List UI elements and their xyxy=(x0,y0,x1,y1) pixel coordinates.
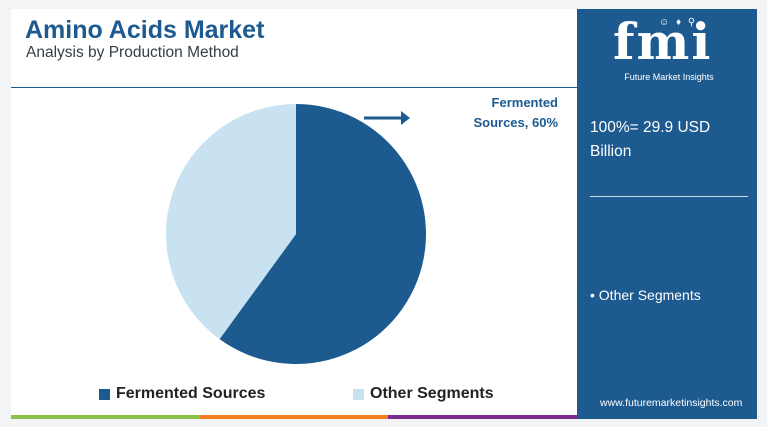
pie-callout-label: Fermented Sources, 60% xyxy=(473,95,558,130)
chart-subtitle: Analysis by Production Method xyxy=(26,44,239,61)
website-link[interactable]: www.futuremarketinsights.com xyxy=(600,397,743,409)
pie-slices xyxy=(165,104,426,364)
bottom-bar-purple xyxy=(388,415,578,419)
bottom-bar-orange xyxy=(199,415,389,419)
sidebar-segment-note: • Other Segments xyxy=(590,287,701,303)
pie-chart xyxy=(165,104,426,364)
bottom-bar-green xyxy=(11,415,200,419)
callout-arrow xyxy=(364,111,410,125)
logo-letters: fmi xyxy=(613,12,713,71)
pie-slice-fermented-sources xyxy=(219,104,426,364)
chart-title: Amino Acids Market xyxy=(25,16,265,44)
market-total: 100%= 29.9 USD Billion xyxy=(590,119,711,160)
sidebar-divider xyxy=(590,196,748,197)
logo-icons: ☺ ♦ ⚲ xyxy=(659,17,698,28)
legend-item-fermented-sources: Fermented Sources xyxy=(99,385,265,403)
logo-tagline: Future Market Insights xyxy=(624,72,714,82)
chart-card: Amino Acids Market Analysis by Productio… xyxy=(11,9,757,419)
sidebar-panel: ☺ ♦ ⚲ fmi Future Market Insights 100%= 2… xyxy=(577,9,757,419)
pie-slice-other-segments xyxy=(165,104,296,340)
header-divider xyxy=(11,87,577,88)
bottom-color-bar xyxy=(11,415,578,419)
legend-item-other-segments: Other Segments xyxy=(353,385,494,403)
legend-label-fermented: Fermented Sources xyxy=(116,385,266,402)
legend-swatch-fermented xyxy=(99,388,110,400)
legend-label-other: Other Segments xyxy=(370,385,494,402)
legend-swatch-other xyxy=(353,388,364,400)
fmi-logo: ☺ ♦ ⚲ fmi Future Market Insights xyxy=(613,15,725,85)
